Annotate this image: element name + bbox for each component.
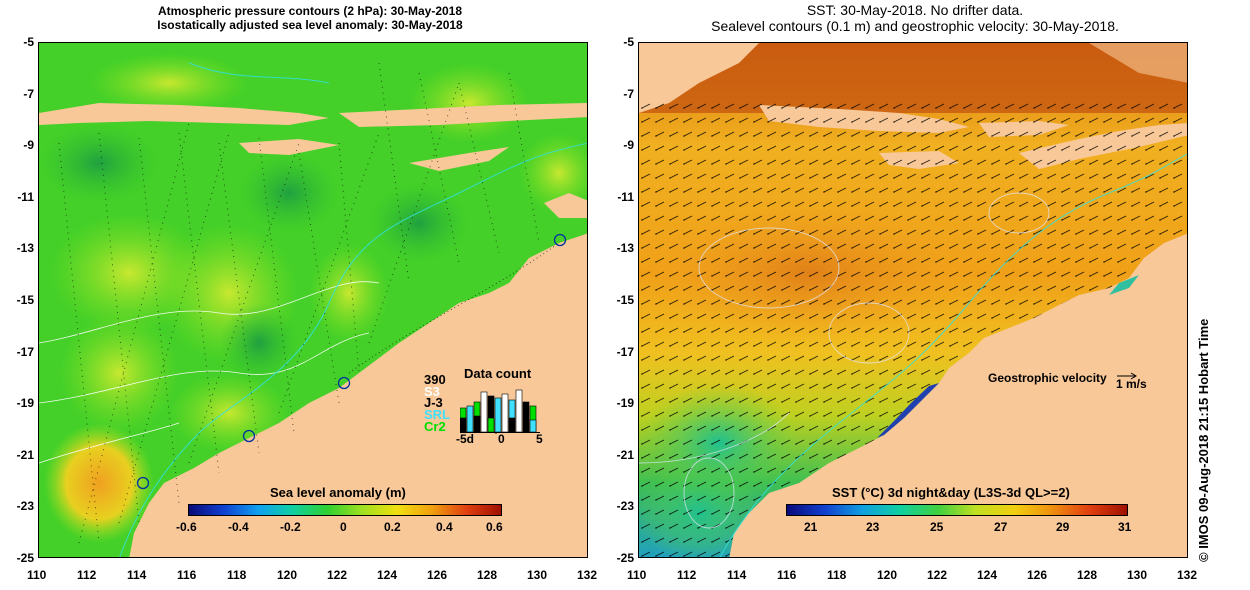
- lon-tick-label: 118: [227, 568, 247, 582]
- sst-tick: 21: [804, 520, 818, 534]
- ssla-tick: 0: [340, 520, 347, 534]
- lon-tick-label: 120: [877, 568, 898, 582]
- lat-tick-label: -13: [616, 241, 634, 256]
- ssla-tick: -0.4: [228, 520, 249, 534]
- sst-colorbar: [786, 504, 1128, 516]
- legend-j3: J-3: [424, 395, 443, 410]
- lon-tick-label: 132: [1177, 568, 1198, 582]
- lat-tick-label: -19: [16, 396, 34, 411]
- imos-credit: © IMOS 09-Aug-2018 21:15 Hobart Time: [1196, 318, 1211, 562]
- lat-tick-label: -17: [16, 344, 34, 359]
- sst-tick: 25: [930, 520, 944, 534]
- ssla-colorbar-ticks: -0.6 -0.4 -0.2 0 0.2 0.4 0.6: [170, 520, 520, 536]
- right-title-line1: SST: 30-May-2018. No drifter data.: [806, 2, 1024, 18]
- lat-tick-label: -7: [623, 86, 634, 101]
- lon-tick-label: 122: [327, 568, 348, 582]
- lon-tick-label: 124: [377, 568, 398, 582]
- lat-tick-label: -25: [16, 551, 34, 565]
- lon-tick-label: 116: [777, 568, 797, 582]
- lat-tick-label: -13: [16, 241, 34, 256]
- lat-tick-label: -9: [623, 138, 634, 153]
- lat-tick-label: -15: [16, 293, 34, 307]
- left-title-line1: Atmospheric pressure contours (2 hPa): 3…: [157, 4, 463, 18]
- lat-tick-label: -7: [23, 86, 34, 101]
- lon-tick-label: 128: [477, 568, 498, 582]
- left-title: Atmospheric pressure contours (2 hPa): 3…: [80, 4, 540, 32]
- lon-tick-label: 120: [277, 568, 298, 582]
- ssla-tick: 0.2: [384, 520, 401, 534]
- lon-tick-label: 110: [627, 568, 647, 582]
- station-marker: [242, 429, 256, 443]
- sst-tick: 29: [1056, 520, 1070, 534]
- lon-tick-label: 114: [127, 568, 147, 582]
- lon-tick-label: 122: [927, 568, 948, 582]
- sst-colorbar-ticks: 21 23 25 27 29 31: [790, 520, 1140, 536]
- lat-tick-label: -17: [616, 344, 634, 359]
- sst-tick: 31: [1118, 520, 1132, 534]
- legend-s3: S3: [424, 384, 440, 399]
- left-title-line2: Isostatically adjusted sea level anomaly…: [157, 18, 463, 32]
- ssla-colorbar-title: Sea level anomaly (m): [270, 485, 406, 500]
- lat-tick-label: -21: [616, 447, 634, 462]
- lat-tick-label: -25: [616, 551, 634, 565]
- legend-srl: SRL: [424, 407, 450, 422]
- velocity-scale-arrow: [1117, 372, 1137, 380]
- lat-tick-label: -5: [623, 35, 634, 49]
- legend-cr2: Cr2: [424, 419, 446, 434]
- lon-tick-label: 128: [1077, 568, 1098, 582]
- sst-map-svg: [639, 43, 1187, 557]
- lon-tick-label: 132: [577, 568, 598, 582]
- lon-tick-label: 114: [727, 568, 747, 582]
- velocity-legend: Geostrophic velocity 1 m/s: [988, 368, 1148, 398]
- lat-tick-label: -9: [23, 138, 34, 153]
- data-count-title: Data count: [464, 366, 532, 381]
- data-count-legend: 390 S3 J-3 SRL Cr2 Data count -5d 0 5: [420, 366, 550, 446]
- ssla-tick: 0.6: [486, 520, 503, 534]
- lat-tick-label: -23: [16, 499, 34, 514]
- data-count-bars: [460, 389, 540, 434]
- lon-tick-label: 112: [77, 568, 97, 582]
- lat-tick-label: -21: [16, 447, 34, 462]
- lon-tick-label: 112: [677, 568, 697, 582]
- lat-tick-label: -15: [616, 293, 634, 307]
- data-count-xtick-neg5: -5d: [456, 432, 474, 446]
- station-marker: [553, 233, 567, 247]
- ssla-map: [38, 42, 588, 558]
- ssla-tick: -0.2: [280, 520, 301, 534]
- lat-tick-label: -19: [616, 396, 634, 411]
- lon-tick-label: 110: [27, 568, 47, 582]
- ssla-colorbar: [188, 504, 502, 516]
- lon-tick-label: 130: [527, 568, 548, 582]
- lat-tick-label: -5: [23, 35, 34, 49]
- right-title: SST: 30-May-2018. No drifter data. Seale…: [640, 2, 1190, 34]
- data-count-xtick-5: 5: [536, 432, 543, 446]
- lon-tick-label: 116: [177, 568, 197, 582]
- station-marker: [337, 376, 351, 390]
- lon-tick-label: 126: [427, 568, 448, 582]
- lon-tick-label: 126: [1027, 568, 1048, 582]
- ssla-tick: -0.6: [176, 520, 197, 534]
- lon-tick-label: 124: [977, 568, 998, 582]
- velocity-unit: 1 m/s: [1116, 377, 1147, 391]
- lat-tick-label: -11: [617, 189, 634, 204]
- lat-tick-label: -23: [616, 499, 634, 514]
- sst-tick: 23: [866, 520, 880, 534]
- legend-390: 390: [424, 372, 446, 387]
- velocity-label: Geostrophic velocity: [988, 371, 1107, 385]
- ssla-tick: 0.4: [436, 520, 453, 534]
- lon-tick-label: 118: [827, 568, 847, 582]
- sst-colorbar-title: SST (°C) 3d night&day (L3S-3d QL>=2): [832, 485, 1070, 500]
- sst-map: [638, 42, 1188, 558]
- right-title-line2: Sealevel contours (0.1 m) and geostrophi…: [711, 18, 1119, 34]
- data-count-xtick-0: 0: [498, 432, 505, 446]
- ssla-map-svg: [39, 43, 587, 557]
- sst-tick: 27: [994, 520, 1008, 534]
- station-marker: [136, 476, 150, 490]
- lat-tick-label: -11: [17, 189, 34, 204]
- lon-tick-label: 130: [1127, 568, 1148, 582]
